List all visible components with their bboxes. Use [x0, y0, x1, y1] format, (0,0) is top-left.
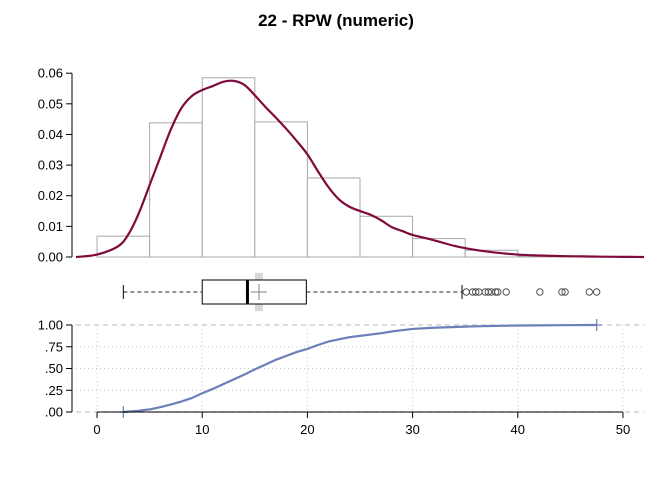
hist-y-tick-label: 0.01	[38, 219, 63, 234]
boxplot-outlier	[484, 288, 493, 296]
ecdf-y-tick-label: .00	[45, 405, 63, 420]
ecdf-y-tick-label: .25	[45, 383, 63, 398]
density-curve	[75, 79, 645, 259]
ecdf-panel: .00 .25 .50 .75 1.00	[38, 318, 644, 420]
histogram-bar	[359, 215, 414, 258]
ecdf-y-tick-label: .50	[45, 361, 63, 376]
boxplot-outlier	[462, 288, 470, 296]
ecdf-y-tick-label: 1.00	[38, 318, 63, 333]
boxplot-outlier	[491, 288, 500, 296]
x-axis-tick-label: 50	[616, 422, 630, 437]
boxplot-outlier	[472, 288, 480, 296]
ecdf-curve	[123, 323, 597, 414]
hist-y-tick-label: 0.00	[38, 250, 63, 265]
hist-y-tick-label: 0.06	[38, 66, 63, 81]
boxplot-outlier	[536, 288, 544, 296]
hist-y-tick-label: 0.04	[38, 127, 63, 142]
x-axis-tick-label: 40	[511, 422, 525, 437]
histogram-bar	[149, 122, 203, 258]
x-axis-tick-label: 10	[195, 422, 209, 437]
boxplot-outlier	[585, 288, 594, 296]
boxplot-outlier	[494, 288, 502, 296]
boxplot-panel	[122, 273, 601, 311]
histogram-bar	[201, 77, 256, 258]
histogram-bar	[96, 235, 151, 258]
hist-y-tick-label: 0.02	[38, 188, 63, 203]
histogram-bar	[306, 177, 361, 258]
hist-y-tick-label: 0.03	[38, 158, 63, 173]
chart-title: 22 - RPW (numeric)	[258, 11, 414, 30]
x-axis: 0 10 20 30 40 50	[93, 411, 630, 437]
histogram-panel: 0.00 0.01 0.02 0.03 0.04 0.05 0.06	[38, 66, 645, 265]
boxplot-outlier	[502, 288, 510, 296]
ecdf-y-tick-label: .75	[45, 339, 63, 354]
x-axis-tick-label: 20	[300, 422, 314, 437]
x-axis-tick-label: 0	[93, 422, 100, 437]
histogram-bar	[254, 121, 308, 258]
hist-y-tick-label: 0.05	[38, 96, 63, 111]
x-axis-tick-label: 30	[405, 422, 419, 437]
boxplot-outlier	[592, 288, 601, 296]
boxplot-outlier	[561, 288, 569, 296]
boxplot-outlier	[558, 288, 566, 296]
